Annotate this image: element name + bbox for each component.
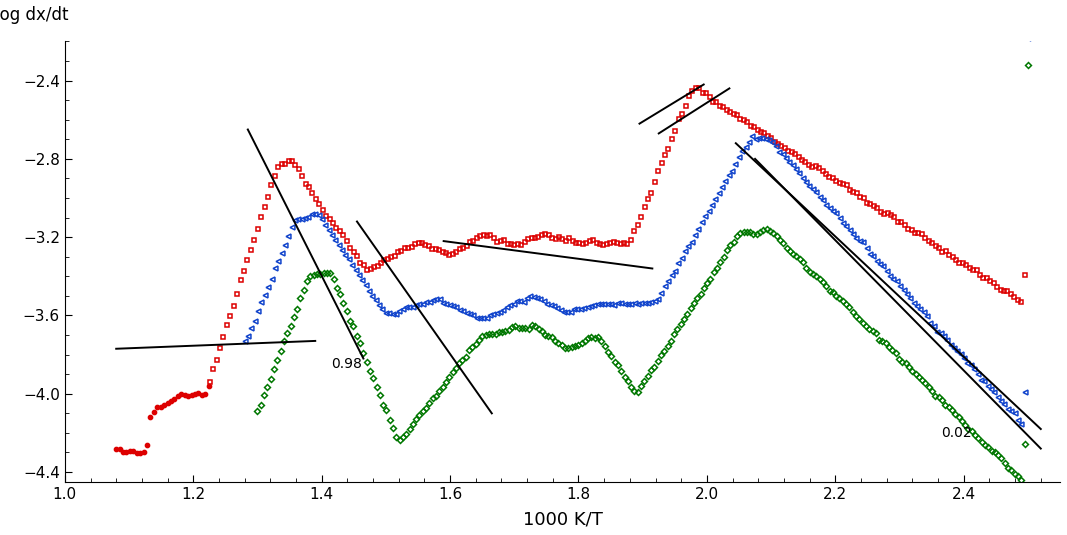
Text: log dx/dt: log dx/dt — [0, 6, 68, 24]
Text: 0.98: 0.98 — [331, 357, 362, 371]
Text: 0.02: 0.02 — [941, 426, 972, 440]
X-axis label: 1000 K/T: 1000 K/T — [523, 510, 603, 528]
